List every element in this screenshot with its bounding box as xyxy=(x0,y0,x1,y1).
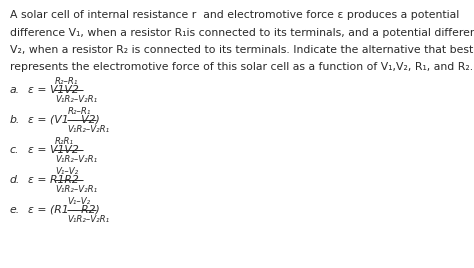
Text: V₁R₂–V₂R₁: V₁R₂–V₂R₁ xyxy=(68,125,110,133)
Text: R₂–R₁: R₂–R₁ xyxy=(55,76,79,85)
Text: ε = V1V2: ε = V1V2 xyxy=(28,145,86,155)
Text: e.: e. xyxy=(10,205,20,215)
Text: difference V₁, when a resistor R₁is connected to its terminals, and a potential : difference V₁, when a resistor R₁is conn… xyxy=(10,28,474,38)
Text: represents the electromotive force of this solar cell as a function of V₁,V₂, R₁: represents the electromotive force of th… xyxy=(10,62,473,73)
Text: V₁R₂–V₂R₁: V₁R₂–V₂R₁ xyxy=(55,184,97,193)
Text: R₂–R₁: R₂–R₁ xyxy=(68,106,91,116)
Text: V₂, when a resistor R₂ is connected to its terminals. Indicate the alternative t: V₂, when a resistor R₂ is connected to i… xyxy=(10,45,473,55)
Text: c.: c. xyxy=(10,145,19,155)
Text: V₁R₂–V₂R₁: V₁R₂–V₂R₁ xyxy=(55,95,97,103)
Text: ε = V1V2: ε = V1V2 xyxy=(28,85,86,95)
Text: d.: d. xyxy=(10,175,20,185)
Text: V₁R₂–V₂R₁: V₁R₂–V₂R₁ xyxy=(68,214,110,224)
Text: ε = (V1 – V2): ε = (V1 – V2) xyxy=(28,115,107,125)
Text: R₂R₁: R₂R₁ xyxy=(55,136,74,146)
Text: a.: a. xyxy=(10,85,20,95)
Text: V₁–V₂: V₁–V₂ xyxy=(68,196,91,206)
Text: V₁R₂–V₂R₁: V₁R₂–V₂R₁ xyxy=(55,154,97,163)
Text: A solar cell of internal resistance r  and electromotive force ε produces a pote: A solar cell of internal resistance r an… xyxy=(10,10,459,20)
Text: V₁–V₂: V₁–V₂ xyxy=(55,166,78,176)
Text: ε = R1R2: ε = R1R2 xyxy=(28,175,86,185)
Text: ε = (R1 – R2): ε = (R1 – R2) xyxy=(28,205,107,215)
Text: b.: b. xyxy=(10,115,20,125)
